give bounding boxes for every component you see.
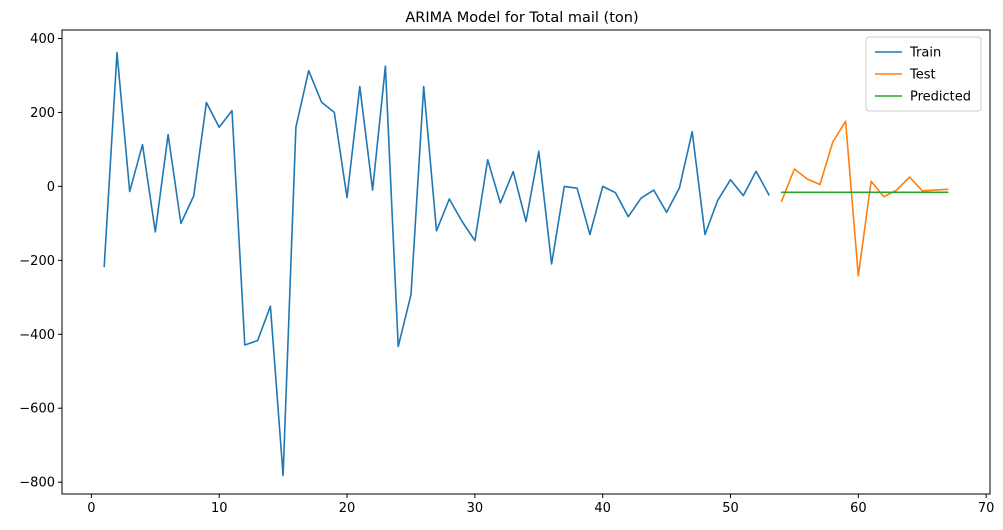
chart-title: ARIMA Model for Total mail (ton) (405, 10, 638, 26)
y-tick-label: −400 (19, 328, 55, 343)
y-tick-label: −200 (19, 254, 55, 269)
y-axis: −800 −600 −400 −200 0 200 400 (19, 32, 62, 491)
x-tick-label: 50 (722, 501, 739, 516)
x-tick-label: 40 (594, 501, 611, 516)
x-tick-label: 20 (339, 501, 356, 516)
y-tick-label: 0 (47, 180, 55, 195)
series-line-train (103, 51, 770, 477)
legend: Train Test Predicted (865, 36, 982, 112)
legend-box (865, 36, 982, 112)
x-tick-label: 30 (467, 501, 484, 516)
series-line-test (780, 120, 949, 277)
y-tick-label: −800 (19, 476, 55, 491)
y-tick-label: 200 (30, 106, 55, 121)
legend-label-test: Test (909, 68, 936, 83)
x-axis: 0 10 20 30 40 50 60 70 (87, 494, 994, 516)
y-tick-label: −600 (19, 402, 55, 417)
series-layer (103, 51, 949, 477)
x-tick-label: 70 (978, 501, 995, 516)
x-tick-label: 0 (87, 501, 95, 516)
x-tick-label: 60 (850, 501, 867, 516)
legend-label-train: Train (909, 46, 941, 61)
y-tick-label: 400 (30, 32, 55, 47)
plot-frame (61, 29, 991, 495)
legend-label-predicted: Predicted (910, 90, 971, 105)
x-tick-label: 10 (211, 501, 228, 516)
